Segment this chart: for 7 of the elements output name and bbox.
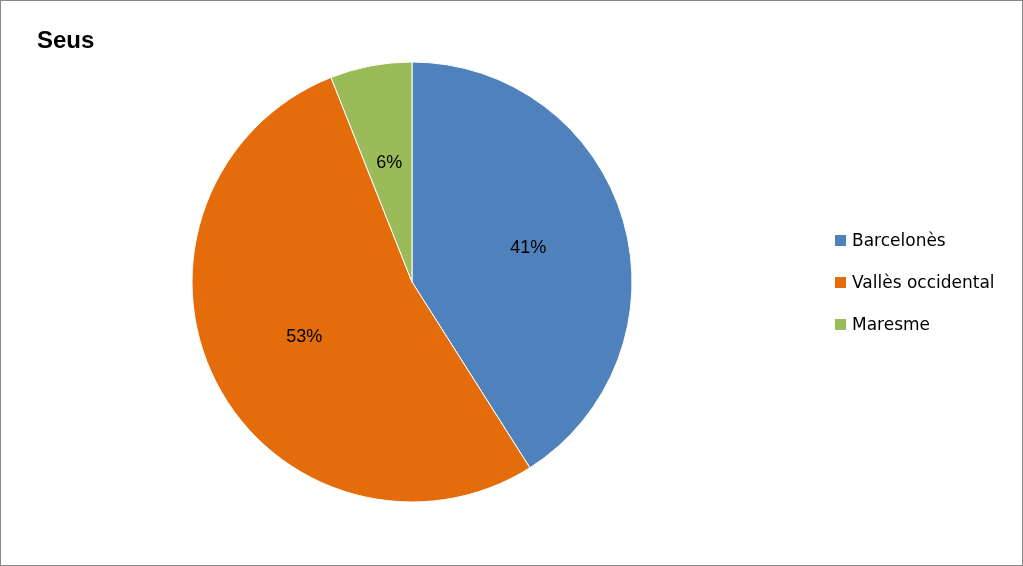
data-label: 6% [376, 151, 403, 172]
data-label: 41% [510, 236, 547, 257]
legend-label: Barcelonès [852, 230, 946, 250]
chart-title: Seus [37, 26, 95, 53]
legend-label: Maresme [852, 314, 931, 334]
legend-label: Vallès occidental [852, 272, 995, 292]
data-label: 53% [286, 325, 323, 346]
